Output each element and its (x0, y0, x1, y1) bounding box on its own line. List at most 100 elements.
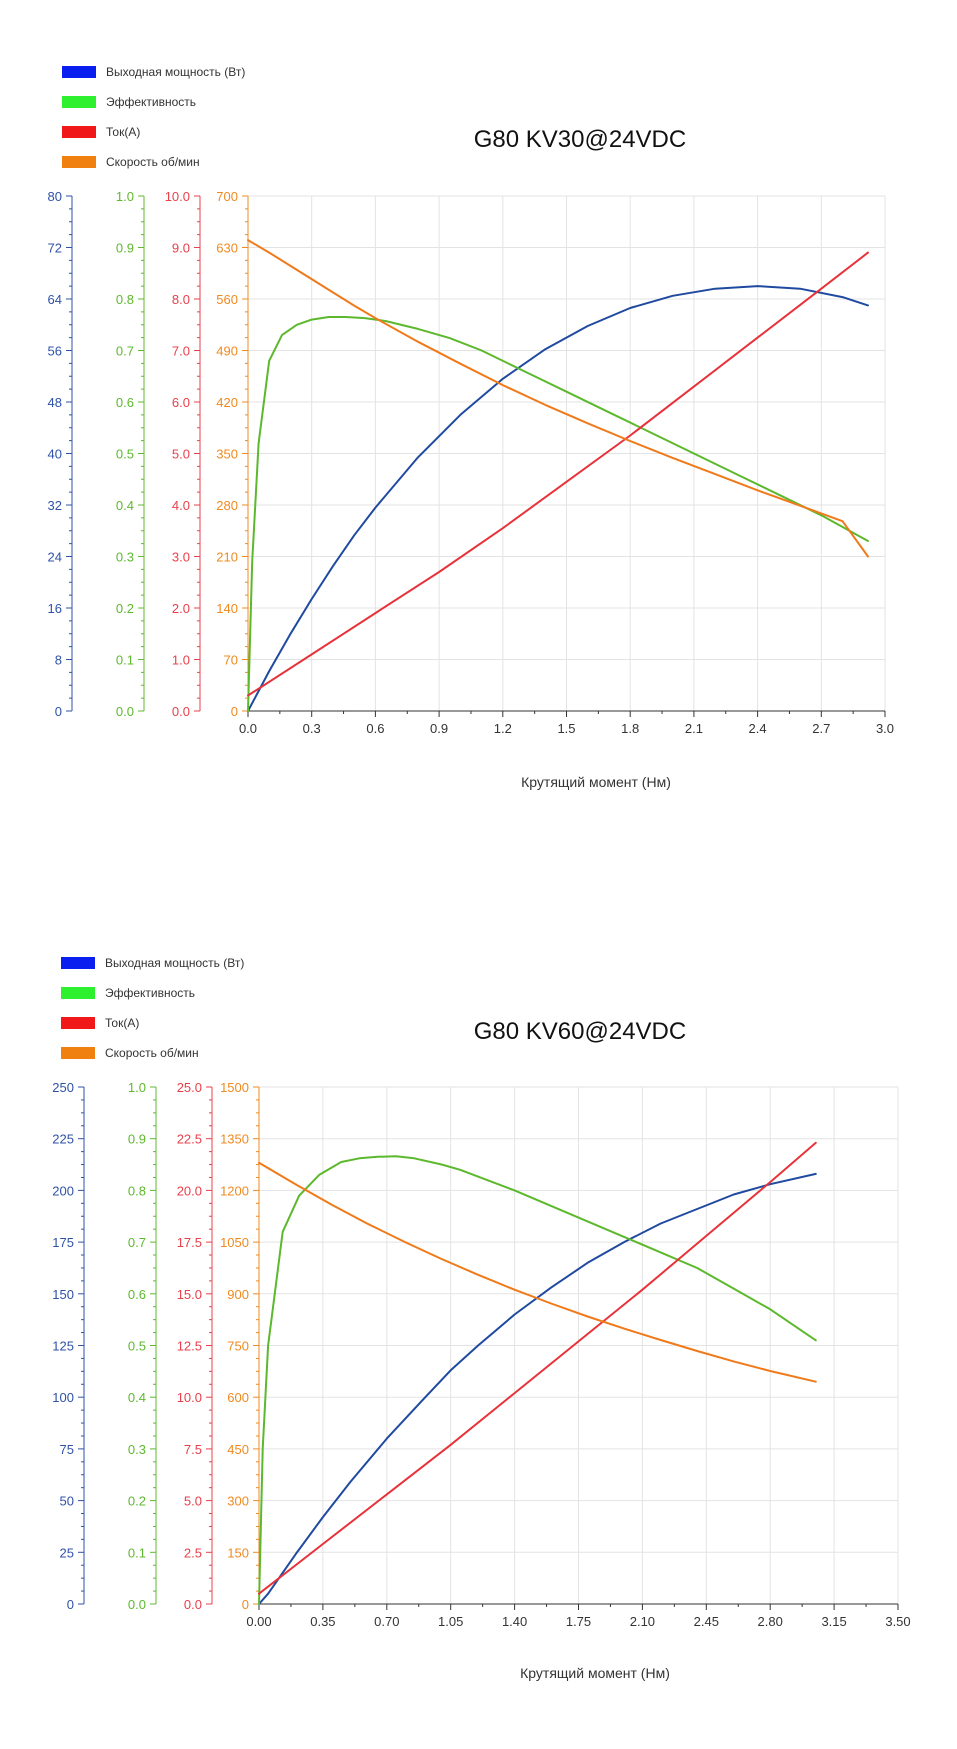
y-tick-label-current: 9.0 (172, 241, 190, 256)
y-tick-label-current: 2.5 (184, 1545, 202, 1560)
y-tick-label-current: 4.0 (172, 498, 190, 513)
y-tick-label-power: 8 (55, 653, 62, 668)
y-tick-label-efficiency: 0.5 (128, 1339, 146, 1354)
x-tick-label: 0.00 (246, 1614, 271, 1629)
chart-1: Выходная мощность (Вт) Эффективность Ток… (48, 65, 895, 790)
y-tick-label-efficiency: 0.1 (128, 1545, 146, 1560)
legend-item-efficiency: Эффективность (61, 986, 195, 1000)
y-tick-label-current: 12.5 (177, 1339, 202, 1354)
y-tick-label-power: 75 (60, 1442, 74, 1457)
chart-1-plot: 0.0 0.3 0.6 0.9 1.2 1.5 1.8 2.1 2.4 2.7 3.0 0 8 16 24 3… (48, 189, 895, 736)
y-tick-label-speed: 700 (216, 189, 238, 204)
x-tick-label: 1.75 (566, 1614, 591, 1629)
y-tick-label-current: 10.0 (177, 1390, 202, 1405)
y-tick-label-power: 25 (60, 1545, 74, 1560)
y-tick-label-current: 2.0 (172, 601, 190, 616)
legend-swatch-current (62, 126, 96, 138)
y-tick-label-current: 0.0 (172, 704, 190, 719)
y-tick-label-efficiency: 0.0 (128, 1597, 146, 1612)
y-tick-label-efficiency: 0.3 (128, 1442, 146, 1457)
y-tick-label-efficiency: 0.9 (116, 241, 134, 256)
y-tick-label-speed: 210 (216, 550, 238, 565)
y-tick-label-power: 24 (48, 550, 62, 565)
legend-label-current: Ток(А) (106, 125, 140, 139)
y-tick-label-speed: 140 (216, 601, 238, 616)
y-tick-label-power: 100 (52, 1390, 74, 1405)
chart-2-plot: 0.00 0.35 0.70 1.05 1.40 1.75 2.10 2.45 2.80 3.15… (52, 1080, 910, 1629)
series-line-power (247, 285, 869, 712)
y-tick-label-speed: 420 (216, 395, 238, 410)
y-tick-label-speed: 560 (216, 292, 238, 307)
chart-2-title: G80 KV60@24VDC (474, 1018, 686, 1045)
y-tick-label-power: 50 (60, 1494, 74, 1509)
y-tick-label-power: 250 (52, 1080, 74, 1095)
y-tick-label-current: 8.0 (172, 292, 190, 307)
legend-label-speed: Скорость об/мин (106, 155, 200, 169)
y-tick-label-speed: 750 (227, 1339, 249, 1354)
x-tick-label: 2.7 (812, 721, 830, 736)
x-tick-label: 2.45 (694, 1614, 719, 1629)
y-tick-label-power: 150 (52, 1287, 74, 1302)
y-tick-label-efficiency: 0.0 (116, 704, 134, 719)
x-tick-label: 2.10 (630, 1614, 655, 1629)
x-tick-label: 3.15 (821, 1614, 846, 1629)
y-tick-label-efficiency: 0.4 (116, 498, 134, 513)
legend-swatch-speed (62, 156, 96, 168)
y-tick-label-power: 225 (52, 1132, 74, 1147)
legend-item-power: Выходная мощность (Вт) (61, 956, 244, 970)
y-tick-label-power: 125 (52, 1339, 74, 1354)
x-tick-label: 0.70 (374, 1614, 399, 1629)
legend-label-power: Выходная мощность (Вт) (105, 956, 244, 970)
legend-item-power: Выходная мощность (Вт) (62, 65, 245, 79)
legend-swatch-speed (61, 1047, 95, 1059)
y-tick-label-speed: 350 (216, 447, 238, 462)
series-line-speed (247, 239, 869, 558)
series-line-current (247, 251, 869, 697)
x-tick-label: 2.80 (758, 1614, 783, 1629)
y-tick-label-power: 32 (48, 498, 62, 513)
y-tick-label-efficiency: 0.7 (116, 344, 134, 359)
x-tick-label: 0.6 (366, 721, 384, 736)
y-tick-label-speed: 0 (242, 1597, 249, 1612)
legend-item-speed: Скорость об/мин (61, 1046, 199, 1060)
y-tick-label-efficiency: 0.6 (128, 1287, 146, 1302)
legend-item-current: Ток(А) (62, 125, 140, 139)
y-tick-label-power: 72 (48, 241, 62, 256)
y-tick-label-current: 1.0 (172, 653, 190, 668)
y-tick-label-speed: 70 (224, 653, 238, 668)
y-tick-label-speed: 490 (216, 344, 238, 359)
y-tick-label-speed: 450 (227, 1442, 249, 1457)
chart-1-xlabel: Крутящий момент (Нм) (521, 774, 671, 790)
x-tick-label: 2.4 (749, 721, 767, 736)
legend-swatch-current (61, 1017, 95, 1029)
y-tick-label-power: 0 (67, 1597, 74, 1612)
x-tick-label: 1.5 (557, 721, 575, 736)
y-tick-label-power: 80 (48, 189, 62, 204)
y-tick-label-speed: 150 (227, 1545, 249, 1560)
y-tick-label-power: 56 (48, 344, 62, 359)
y-tick-label-power: 175 (52, 1235, 74, 1250)
y-tick-label-current: 6.0 (172, 395, 190, 410)
y-tick-label-current: 15.0 (177, 1287, 202, 1302)
y-tick-label-efficiency: 0.4 (128, 1390, 146, 1405)
y-tick-label-current: 7.5 (184, 1442, 202, 1457)
y-tick-label-speed: 280 (216, 498, 238, 513)
y-tick-label-efficiency: 0.9 (128, 1132, 146, 1147)
x-tick-label: 0.9 (430, 721, 448, 736)
legend-label-efficiency: Эффективность (105, 986, 195, 1000)
y-tick-label-speed: 900 (227, 1287, 249, 1302)
y-tick-label-power: 48 (48, 395, 62, 410)
y-tick-label-efficiency: 0.3 (116, 550, 134, 565)
x-tick-label: 1.8 (621, 721, 639, 736)
y-tick-label-current: 7.0 (172, 344, 190, 359)
legend-item-speed: Скорость об/мин (62, 155, 200, 169)
y-tick-label-efficiency: 0.8 (128, 1183, 146, 1198)
x-tick-label: 2.1 (685, 721, 703, 736)
y-tick-label-current: 22.5 (177, 1132, 202, 1147)
chart-2: Выходная мощность (Вт) Эффективность Ток… (52, 956, 910, 1681)
legend-item-current: Ток(А) (61, 1016, 139, 1030)
x-tick-label: 1.40 (502, 1614, 527, 1629)
y-tick-label-power: 0 (55, 704, 62, 719)
legend-item-efficiency: Эффективность (62, 95, 196, 109)
